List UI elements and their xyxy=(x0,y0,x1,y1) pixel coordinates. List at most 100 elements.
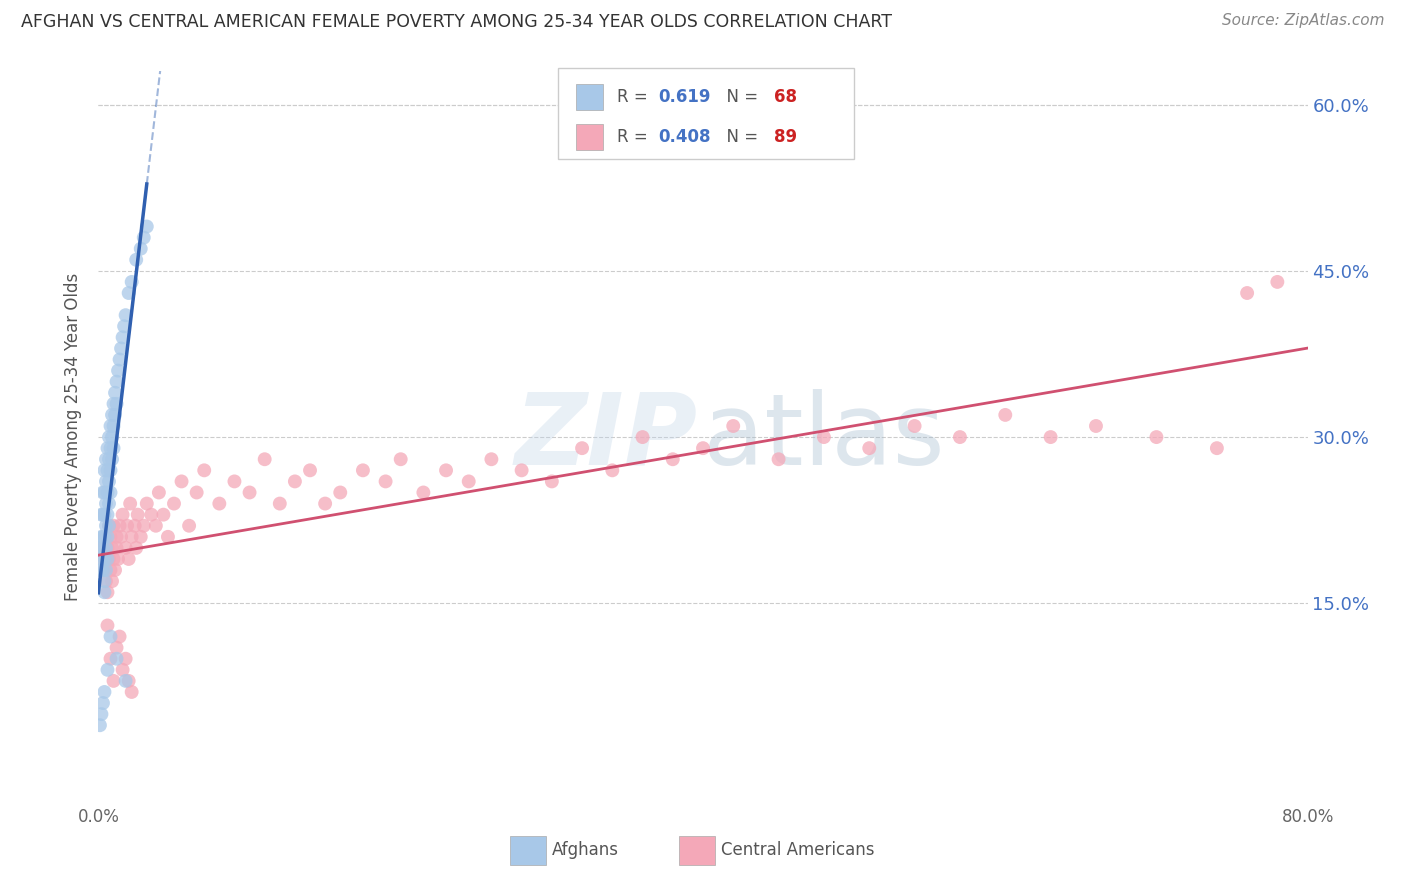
Point xyxy=(104,408,127,422)
FancyBboxPatch shape xyxy=(576,124,603,150)
Point xyxy=(90,707,112,722)
Point xyxy=(98,518,121,533)
Point xyxy=(98,475,121,489)
Point xyxy=(152,508,174,522)
Point xyxy=(104,563,127,577)
Point xyxy=(100,563,122,577)
Point xyxy=(1085,419,1108,434)
Point xyxy=(631,430,654,444)
Text: Central Americans: Central Americans xyxy=(721,841,875,859)
Point xyxy=(101,408,124,422)
Text: 0.619: 0.619 xyxy=(658,87,711,105)
Point xyxy=(93,585,115,599)
Point xyxy=(1236,285,1258,300)
Point xyxy=(661,452,683,467)
Point xyxy=(148,485,170,500)
Point xyxy=(949,430,972,444)
Point xyxy=(141,508,163,522)
Point xyxy=(111,330,134,344)
Point xyxy=(129,242,152,256)
Point xyxy=(105,397,128,411)
Point xyxy=(91,563,114,577)
Point xyxy=(994,408,1017,422)
Point xyxy=(457,475,479,489)
Point xyxy=(193,463,215,477)
Point xyxy=(118,673,141,688)
Text: atlas: atlas xyxy=(703,389,945,485)
Point xyxy=(253,452,276,467)
Point xyxy=(91,508,114,522)
Point xyxy=(111,508,134,522)
FancyBboxPatch shape xyxy=(576,84,603,110)
Point xyxy=(96,585,118,599)
Point xyxy=(96,485,118,500)
Point xyxy=(145,518,167,533)
Point xyxy=(314,497,336,511)
Point xyxy=(94,574,117,589)
Point xyxy=(412,485,434,500)
Text: R =: R = xyxy=(617,128,654,146)
Point xyxy=(96,618,118,632)
Point xyxy=(132,518,155,533)
Point xyxy=(103,419,125,434)
Point xyxy=(1144,430,1167,444)
Point xyxy=(96,530,118,544)
Point xyxy=(103,441,125,455)
Point xyxy=(100,651,122,665)
Point xyxy=(96,463,118,477)
Point xyxy=(98,430,121,444)
Point xyxy=(100,630,122,644)
Point xyxy=(602,463,624,477)
Point xyxy=(98,518,121,533)
Text: Source: ZipAtlas.com: Source: ZipAtlas.com xyxy=(1222,13,1385,29)
Point xyxy=(100,463,122,477)
Point xyxy=(208,497,231,511)
Point xyxy=(108,518,131,533)
Point xyxy=(101,574,124,589)
Point xyxy=(94,518,117,533)
Point xyxy=(374,475,396,489)
Point xyxy=(91,541,114,555)
Point xyxy=(91,696,114,710)
Point xyxy=(94,530,117,544)
Point xyxy=(93,685,115,699)
Point xyxy=(96,663,118,677)
Point xyxy=(108,352,131,367)
Point xyxy=(103,552,125,566)
Point xyxy=(114,673,136,688)
Point xyxy=(540,475,562,489)
Point xyxy=(170,475,193,489)
Point xyxy=(101,430,124,444)
Point xyxy=(103,397,125,411)
Point xyxy=(91,485,114,500)
Text: 0.408: 0.408 xyxy=(658,128,711,146)
Point xyxy=(284,475,307,489)
Point xyxy=(114,651,136,665)
Point xyxy=(904,419,927,434)
Point xyxy=(510,463,533,477)
Point xyxy=(124,518,146,533)
FancyBboxPatch shape xyxy=(558,68,855,159)
Point xyxy=(105,530,128,544)
Point xyxy=(100,530,122,544)
Point xyxy=(299,463,322,477)
Point xyxy=(186,485,208,500)
Point xyxy=(100,419,122,434)
Point xyxy=(100,441,122,455)
Point xyxy=(103,518,125,533)
Text: 68: 68 xyxy=(775,87,797,105)
Point xyxy=(121,275,143,289)
Point xyxy=(129,530,152,544)
Point xyxy=(90,530,112,544)
Text: N =: N = xyxy=(716,128,763,146)
Point xyxy=(156,530,179,544)
Point xyxy=(352,463,374,477)
Point xyxy=(94,541,117,555)
Point xyxy=(125,541,148,555)
Point xyxy=(89,563,111,577)
Point xyxy=(89,541,111,555)
Point xyxy=(105,375,128,389)
Point xyxy=(96,541,118,555)
Point xyxy=(96,441,118,455)
Point xyxy=(98,452,121,467)
